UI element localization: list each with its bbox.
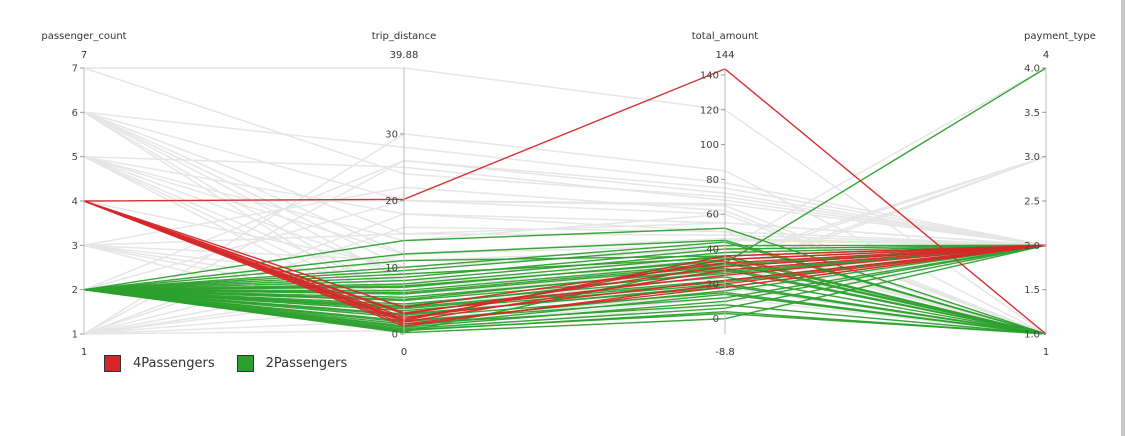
polyline-4passengers-9 — [83, 200, 1047, 321]
axis-tick-label: 2.5 — [1024, 197, 1040, 208]
axis-tick-label: 80 — [706, 175, 719, 186]
polyline-2passengers-27 — [83, 284, 1047, 335]
polyline-4passengers-5 — [83, 200, 1047, 323]
polyline-other-35 — [83, 199, 1047, 335]
legend-swatch-4passengers — [104, 355, 121, 372]
polyline-2passengers-23 — [83, 241, 1047, 335]
legend-label-4passengers: 4Passengers — [133, 356, 215, 371]
axis-max-label: 4 — [1043, 50, 1049, 61]
polyline-other-37 — [83, 156, 1047, 309]
polyline-other-38 — [83, 155, 1047, 295]
axis-tick-label: 7 — [72, 64, 78, 75]
axis-min-label: 1 — [1043, 347, 1049, 358]
polyline-2passengers-1 — [83, 227, 1047, 335]
axis-max-label: 39.88 — [390, 50, 419, 61]
polyline-2passengers-6 — [83, 289, 1047, 335]
axis-tick-label: 140 — [700, 70, 719, 81]
polyline-2passengers-18 — [83, 255, 1047, 335]
legend-item-2passengers[interactable]: 2Passengers — [236, 355, 348, 372]
axis-payment-type[interactable]: payment_type 4 11.0 1.5 2.0 2.5 3.0 3.5 4.0 — [1024, 31, 1096, 358]
polyline-2passengers-26 — [83, 244, 1047, 323]
polyline-other-7 — [84, 67, 1047, 335]
axis-max-label: 7 — [81, 50, 87, 61]
polyline-2passengers-25 — [83, 289, 1047, 335]
legend: 4Passengers 2Passengers — [104, 355, 369, 372]
axis-tick-label: 1.0 — [1024, 330, 1040, 341]
polyline-4passengers-6 — [83, 200, 1047, 309]
axis-trip-distance[interactable]: trip_distance 39.88 00 10 20 30 — [372, 31, 437, 358]
axis-tick-label: 30 — [385, 129, 398, 140]
polyline-2passengers-10 — [83, 283, 1047, 335]
series-2passengers — [83, 67, 1047, 335]
axis-tick-label: 3.0 — [1024, 152, 1040, 163]
axis-tick-label: 5 — [72, 152, 78, 163]
axis-title: payment_type — [1024, 31, 1096, 42]
axis-tick-label: 2.0 — [1024, 241, 1040, 252]
polylines-layer — [83, 67, 1047, 335]
polyline-other-36 — [83, 111, 1047, 255]
legend-item-4passengers[interactable]: 4Passengers — [104, 355, 215, 372]
polyline-2passengers-16 — [83, 262, 1047, 335]
axis-tick-label: 4 — [72, 197, 78, 208]
polyline-other-16 — [83, 186, 1047, 335]
window-edge — [1121, 0, 1125, 436]
axis-tick-label: 3.5 — [1024, 108, 1040, 119]
polyline-2passengers-20 — [83, 244, 1047, 291]
axis-tick-label: 20 — [706, 279, 719, 290]
polyline-other-34 — [83, 159, 1047, 291]
axis-tick-label: 2 — [72, 285, 78, 296]
polyline-other-8 — [83, 67, 1047, 247]
axis-tick-label: 1 — [72, 330, 78, 341]
axis-tick-label: 0 — [392, 330, 398, 341]
axis-max-label: 144 — [715, 50, 734, 61]
axis-title: total_amount — [692, 31, 759, 42]
axis-tick-label: 10 — [385, 263, 398, 274]
axis-tick-label: 0 — [713, 314, 719, 325]
axis-title: trip_distance — [372, 31, 437, 42]
axis-tick-label: 100 — [700, 140, 719, 151]
axes-layer: passenger_count711234567trip_distance39.… — [41, 31, 1096, 358]
axis-tick-label: 20 — [385, 196, 398, 207]
polyline-other-23 — [83, 213, 1047, 335]
polyline-2passengers-2 — [83, 239, 1047, 335]
axis-min-label: 0 — [401, 347, 407, 358]
polyline-2passengers-3 — [83, 244, 1047, 334]
axis-tick-label: 4.0 — [1024, 64, 1040, 75]
polyline-2passengers-32 — [83, 244, 1047, 294]
polyline-2passengers-33 — [83, 260, 1047, 335]
polyline-other-10 — [83, 155, 1047, 335]
polyline-other-1 — [83, 111, 1047, 335]
polyline-4passengers-7 — [83, 200, 1047, 325]
polyline-4passengers-8 — [83, 200, 1047, 314]
axis-total-amount[interactable]: total_amount 144 -8.8 0 20 40 60 80 100 120 140 — [692, 31, 759, 358]
polyline-other-9 — [83, 155, 1047, 247]
polyline-4passengers-0 — [83, 68, 1047, 335]
axis-tick-label: 60 — [706, 210, 719, 221]
legend-swatch-2passengers — [236, 355, 254, 372]
axis-title: passenger_count — [41, 31, 126, 42]
axis-tick-label: 6 — [72, 108, 78, 119]
polyline-2passengers-31 — [83, 267, 1047, 335]
polyline-4passengers-4 — [83, 200, 1047, 319]
axis-passenger-count[interactable]: passenger_count 7 11 2 3 4 5 6 7 — [41, 31, 126, 358]
polyline-other-27 — [83, 159, 1047, 335]
axis-tick-label: 1.5 — [1024, 285, 1040, 296]
polyline-2passengers-29 — [83, 289, 1047, 335]
series-4passengers — [83, 68, 1047, 335]
axis-tick-label: 3 — [72, 241, 78, 252]
axis-tick-label: 40 — [706, 245, 719, 256]
legend-label-2passengers: 2Passengers — [265, 356, 348, 371]
axis-min-label: -8.8 — [715, 347, 735, 358]
polyline-2passengers-21 — [83, 257, 1047, 335]
axis-tick-label: 120 — [700, 105, 719, 116]
axis-min-label: 1 — [81, 347, 87, 358]
